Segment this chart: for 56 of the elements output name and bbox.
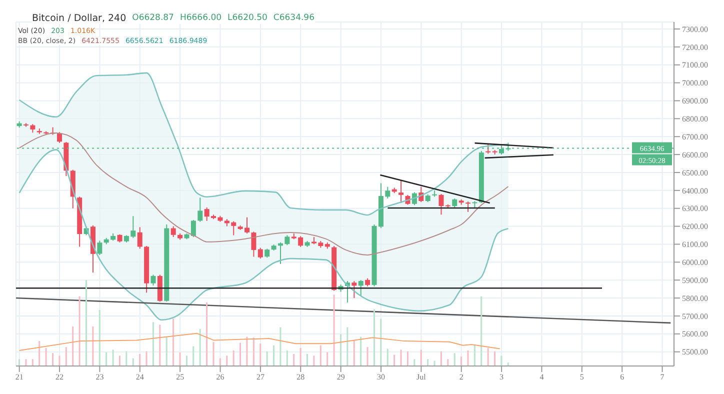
y-tick-label: 6700.00 [682,132,708,142]
candlestick [251,231,256,258]
x-tick-label: 7 [660,372,664,382]
chart-title: Bitcoin / Dollar, 240 [32,13,126,24]
annotation: C6634.96 [273,13,314,24]
y-tick-label: 6600.00 [682,150,708,160]
y-tick-label: 6800.00 [682,114,708,124]
annotation: L6620.50 [228,13,268,24]
x-tick-label: 27 [256,372,264,382]
x-tick-label: 23 [96,372,104,382]
x-tick-label: 26 [216,372,224,382]
x-tick-label: 5 [580,372,584,382]
x-tick-label: 22 [56,372,64,382]
y-tick-label: 6300.00 [682,204,708,214]
candlestick [150,274,156,286]
y-tick-label: 5900.00 [682,276,708,285]
y-tick-label: 6200.00 [682,222,708,232]
x-tick-label: 2 [459,372,464,382]
y-tick-label: 5500.00 [682,348,708,357]
y-tick-label: 6900.00 [682,96,708,106]
candlestick [438,194,444,216]
candlestick [190,220,196,238]
candlestick [486,143,491,154]
annotation: H6666.00 [180,13,222,24]
x-tick-label: 6 [620,372,624,382]
x-tick-label: 28 [296,372,305,382]
candlestick [358,280,364,296]
x-tick-label: 4 [540,372,544,382]
y-tick-label: 5600.00 [682,330,708,339]
x-tick-label: 29 [336,372,345,382]
candlestick [198,197,203,222]
y-tick-label: 7200.00 [682,42,708,52]
y-tick-label: 6000.00 [682,258,708,267]
candlestick [258,247,263,260]
x-tick-label: 25 [176,372,184,382]
annotation: O6628.87 [132,13,174,24]
y-tick-label: 5800.00 [682,294,708,303]
candlestick [137,226,142,250]
x-tick-label: 30 [376,372,385,382]
candlestick [56,132,62,144]
y-tick-label: 5700.00 [682,312,708,321]
candlestick [97,240,102,256]
y-tick-label: 7000.00 [682,78,708,88]
y-tick-label: 6400.00 [682,186,708,196]
y-tick-label: 6500.00 [682,168,708,178]
candlestick [398,180,404,204]
candlestick [466,201,471,212]
x-tick-label: 24 [136,372,144,382]
x-tick-label: 3 [500,372,504,382]
candlestick [352,280,357,299]
x-tick-label: Jul [416,372,427,382]
y-tick-label: 7100.00 [682,60,708,70]
candlestick [170,226,176,238]
y-tick-label: 7300.00 [682,24,708,34]
y-tick-label: 6100.00 [682,240,708,250]
x-tick-label: 21 [15,372,24,382]
